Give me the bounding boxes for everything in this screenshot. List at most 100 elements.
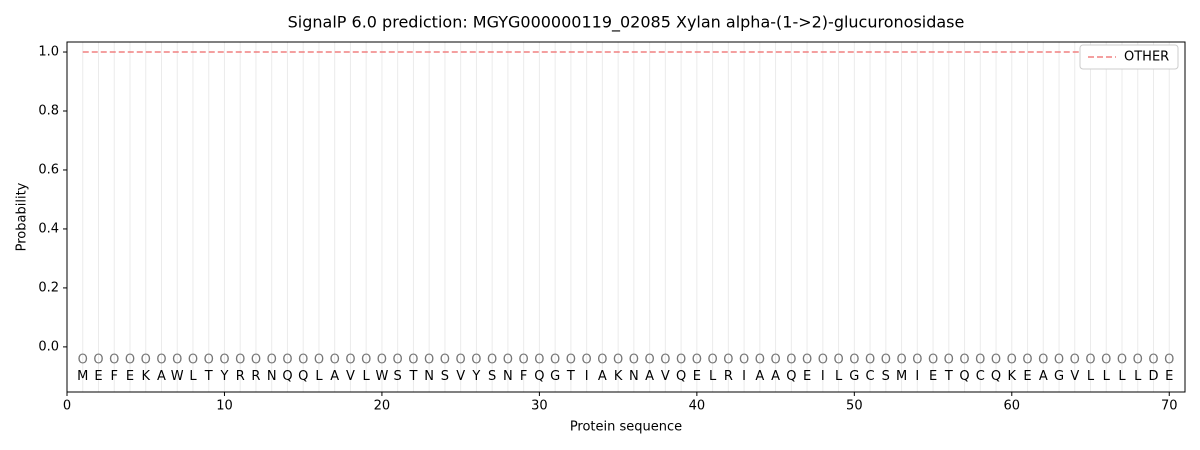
- state-label: O: [235, 353, 245, 368]
- residue: E: [693, 369, 701, 384]
- residue: Q: [786, 369, 796, 384]
- state-label: O: [676, 353, 686, 368]
- legend-box: [1079, 44, 1179, 70]
- residue: Q: [534, 369, 544, 384]
- residue: T: [566, 369, 575, 384]
- residue: D: [1148, 369, 1158, 384]
- state-label: O: [503, 353, 513, 368]
- state-label: O: [1148, 353, 1158, 368]
- residue: S: [882, 369, 890, 384]
- state-label: O: [912, 353, 922, 368]
- state-label: O: [93, 353, 103, 368]
- state-label: O: [393, 353, 403, 368]
- state-label: O: [849, 353, 859, 368]
- state-label: O: [204, 353, 214, 368]
- residue: W: [171, 369, 184, 384]
- residue: Y: [219, 369, 228, 384]
- state-label: O: [928, 353, 938, 368]
- state-label: O: [298, 353, 308, 368]
- residue: T: [408, 369, 417, 384]
- residue: Q: [959, 369, 969, 384]
- state-label: O: [944, 353, 954, 368]
- residue: T: [944, 369, 953, 384]
- state-label: O: [1038, 353, 1048, 368]
- state-label: O: [1022, 353, 1032, 368]
- residue: E: [1023, 369, 1031, 384]
- residue: C: [866, 369, 875, 384]
- x-tick-label: 40: [689, 399, 706, 414]
- state-label: O: [314, 353, 324, 368]
- state-label: O: [833, 353, 843, 368]
- residue: I: [585, 369, 589, 384]
- state-label: O: [660, 353, 670, 368]
- state-label: O: [125, 353, 135, 368]
- state-label: O: [1164, 353, 1174, 368]
- residue: N: [629, 369, 639, 384]
- state-label: O: [487, 353, 497, 368]
- state-label: O: [440, 353, 450, 368]
- residue: G: [1054, 369, 1064, 384]
- residue: Q: [298, 369, 308, 384]
- legend-label: OTHER: [1124, 50, 1169, 65]
- state-label: O: [550, 353, 560, 368]
- residue: S: [441, 369, 449, 384]
- residue: W: [375, 369, 388, 384]
- state-label: O: [345, 353, 355, 368]
- state-label: O: [1007, 353, 1017, 368]
- residue: M: [896, 369, 907, 384]
- state-label: O: [881, 353, 891, 368]
- residue: L: [1103, 369, 1111, 384]
- state-label: O: [109, 353, 119, 368]
- residue: K: [1008, 369, 1017, 384]
- residue: T: [204, 369, 213, 384]
- residue: L: [1134, 369, 1142, 384]
- residue: Q: [991, 369, 1001, 384]
- residue: E: [929, 369, 937, 384]
- y-tick-label: 0.8: [38, 103, 59, 118]
- y-tick-label: 0.2: [38, 280, 59, 295]
- state-label: O: [896, 353, 906, 368]
- residue: S: [394, 369, 402, 384]
- residue: Y: [471, 369, 480, 384]
- x-tick-label: 60: [1004, 399, 1021, 414]
- state-label: O: [534, 353, 544, 368]
- state-label: O: [802, 353, 812, 368]
- residue: K: [614, 369, 623, 384]
- state-label: O: [267, 353, 277, 368]
- residue: A: [1039, 369, 1048, 384]
- state-label: O: [582, 353, 592, 368]
- residue: N: [503, 369, 513, 384]
- x-tick-label: 20: [374, 399, 391, 414]
- residue: A: [598, 369, 607, 384]
- state-label: O: [597, 353, 607, 368]
- state-label: O: [408, 353, 418, 368]
- state-label: O: [959, 353, 969, 368]
- residue: V: [346, 369, 355, 384]
- y-tick-label: 0.0: [38, 339, 59, 354]
- state-label: O: [692, 353, 702, 368]
- residue: I: [821, 369, 825, 384]
- state-label: O: [566, 353, 576, 368]
- residue: L: [1087, 369, 1095, 384]
- state-label: O: [786, 353, 796, 368]
- residue: E: [803, 369, 811, 384]
- state-label: O: [818, 353, 828, 368]
- residue: L: [189, 369, 197, 384]
- state-label: O: [645, 353, 655, 368]
- residue: V: [456, 369, 465, 384]
- state-label: O: [1085, 353, 1095, 368]
- state-label: O: [361, 353, 371, 368]
- residue: E: [1165, 369, 1173, 384]
- residue: A: [330, 369, 339, 384]
- residue: N: [424, 369, 434, 384]
- state-label: O: [975, 353, 985, 368]
- state-label: O: [219, 353, 229, 368]
- residue: A: [755, 369, 764, 384]
- residue: Q: [676, 369, 686, 384]
- residue: V: [661, 369, 670, 384]
- residue: A: [157, 369, 166, 384]
- state-label: O: [172, 353, 182, 368]
- residue: I: [915, 369, 919, 384]
